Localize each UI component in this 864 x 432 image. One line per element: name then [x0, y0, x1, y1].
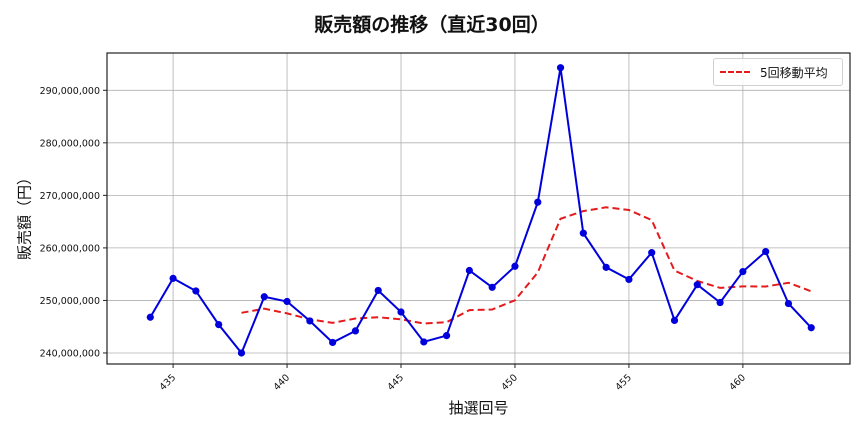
sales-marker	[283, 297, 291, 306]
sales-marker	[442, 332, 451, 340]
sales-marker	[534, 198, 542, 206]
legend-label-moving-average: 5回移動平均	[760, 65, 828, 80]
sales-marker	[237, 349, 246, 357]
sales-marker	[465, 266, 473, 275]
x-tick-label: 450	[499, 372, 520, 393]
sales-marker	[260, 293, 268, 301]
y-axis-label-text: 販売額（円）	[15, 169, 34, 260]
sales-marker	[602, 263, 610, 271]
x-tick-label: 440	[272, 372, 293, 393]
grid-lines	[107, 53, 850, 364]
sales-marker	[511, 262, 519, 270]
plot-frame	[106, 52, 851, 365]
chart-title: 販売額の推移（直近30回）	[314, 14, 550, 36]
sales-marker	[693, 281, 701, 289]
x-tick-label: 435	[158, 372, 179, 393]
sales-marker	[807, 324, 815, 332]
y-tick-label: 240,000,000	[40, 348, 100, 359]
x-axis-label: 抽選回号	[448, 399, 509, 417]
sales-marker	[488, 283, 496, 291]
y-tick-label: 270,000,000	[40, 191, 100, 202]
sales-marker	[192, 287, 200, 295]
y-tick-label: 290,000,000	[40, 86, 100, 97]
x-tick-label: 460	[727, 372, 748, 393]
sales-marker	[146, 313, 154, 321]
sales-marker	[306, 317, 314, 325]
sales-marker	[648, 249, 656, 257]
x-tick-label: 455	[613, 372, 634, 393]
sales-marker	[784, 299, 793, 308]
sales-marker	[169, 274, 177, 282]
sales-marker	[579, 229, 587, 237]
axis-ticks: 240,000,000 250,000,000 260,000,000 270,000…	[40, 86, 748, 393]
moving-average-line	[241, 206, 812, 325]
sales-marker	[556, 64, 565, 72]
sales-marker	[420, 338, 428, 346]
sales-marker	[397, 308, 405, 316]
sales-marker	[670, 316, 679, 324]
sales-marker	[215, 320, 223, 329]
sales-marker	[739, 267, 747, 276]
sales-marker	[716, 298, 724, 307]
sales-marker	[351, 327, 360, 335]
sales-marker	[374, 286, 382, 295]
y-axis-label: 販売額（円）	[14, 170, 35, 260]
legend-swatch-moving-average	[720, 71, 750, 73]
sales-marker	[762, 247, 770, 256]
data-series	[146, 64, 815, 357]
sales-line	[149, 67, 813, 355]
y-tick-label: 260,000,000	[40, 243, 100, 254]
y-tick-label: 250,000,000	[40, 296, 100, 307]
x-tick-label: 445	[386, 372, 407, 393]
legend: 5回移動平均	[713, 58, 843, 86]
sales-marker	[329, 338, 337, 347]
y-tick-label: 280,000,000	[40, 138, 100, 149]
sales-marker	[625, 275, 633, 284]
